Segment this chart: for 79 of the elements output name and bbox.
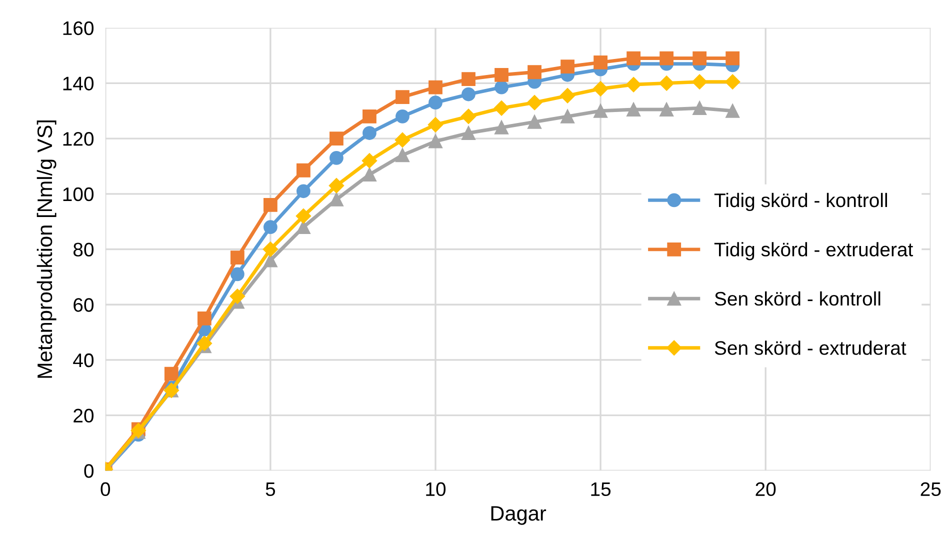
y-tick-label: 40	[73, 353, 94, 368]
y-tick-label: 120	[63, 132, 94, 146]
point	[362, 109, 376, 124]
point	[330, 132, 344, 146]
point	[560, 60, 574, 74]
point	[264, 198, 278, 212]
point	[428, 134, 442, 148]
point	[725, 74, 740, 90]
x-tick-label: 0	[100, 482, 110, 496]
point	[230, 267, 244, 282]
point	[330, 192, 344, 206]
point	[626, 51, 640, 66]
point	[594, 104, 608, 118]
point	[626, 77, 642, 92]
y-tick-label: 20	[74, 408, 94, 423]
point	[660, 51, 674, 66]
point	[692, 51, 707, 66]
point	[726, 51, 740, 66]
point	[494, 68, 508, 82]
point	[692, 74, 708, 90]
point	[494, 80, 508, 94]
point	[296, 220, 310, 234]
point	[592, 81, 608, 96]
point	[230, 288, 246, 304]
legend-label: Tidig skörd - extruderat	[714, 242, 914, 260]
point	[460, 108, 476, 124]
legend-label: Tidig skörd - kontroll	[714, 192, 887, 212]
point	[594, 56, 608, 70]
point	[462, 72, 476, 86]
point	[396, 90, 410, 104]
point	[462, 87, 476, 102]
point	[428, 117, 444, 132]
y-tick-label: 80	[74, 242, 94, 256]
point	[330, 150, 344, 165]
point	[396, 109, 410, 124]
point	[362, 153, 378, 168]
point	[528, 65, 542, 80]
point	[462, 126, 476, 140]
y-tick-label: 160	[63, 21, 94, 36]
point	[526, 95, 542, 110]
point	[296, 163, 310, 178]
point	[428, 96, 442, 110]
point	[692, 101, 707, 116]
y-tick-label: 0	[84, 464, 94, 478]
point	[626, 102, 640, 116]
legend-label: Sen skörd - kontroll	[714, 291, 880, 306]
point	[494, 100, 510, 116]
point	[262, 242, 278, 257]
y-tick-label: 60	[74, 298, 94, 312]
point	[726, 104, 740, 118]
x-tick-label: 5	[266, 482, 276, 496]
point	[328, 178, 344, 194]
legend-label: Sen skörd - extruderat	[714, 340, 906, 355]
point	[264, 220, 278, 234]
point	[560, 88, 576, 104]
x-tick-label: 10	[426, 482, 446, 496]
point	[296, 184, 310, 198]
x-tick-label: 25	[920, 482, 941, 496]
point	[396, 148, 410, 162]
point	[362, 126, 376, 140]
y-axis-title: Metanproduktion [Nml/g VS]	[36, 120, 56, 378]
x-axis-title: Dagar	[491, 506, 546, 525]
point	[428, 80, 442, 94]
point	[528, 115, 542, 129]
y-tick-label: 140	[63, 76, 94, 90]
point	[362, 168, 376, 182]
point	[196, 336, 212, 351]
y-tick-label: 100	[63, 187, 94, 202]
x-tick-label: 20	[756, 482, 776, 496]
point	[394, 132, 410, 148]
point	[197, 312, 212, 326]
point	[560, 109, 574, 124]
point	[296, 208, 312, 224]
point	[230, 250, 244, 265]
point	[658, 76, 674, 91]
point	[164, 366, 178, 381]
point	[660, 102, 674, 116]
point	[494, 120, 508, 134]
x-tick-label: 15	[591, 482, 611, 496]
